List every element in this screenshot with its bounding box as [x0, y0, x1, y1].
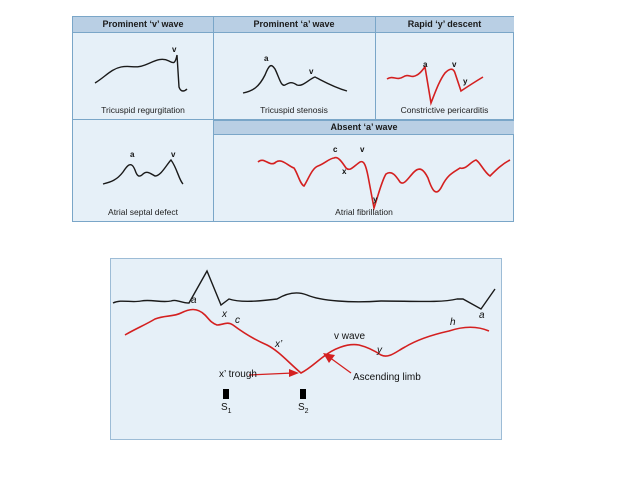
tricuspid-stenosis-waveform [242, 64, 348, 94]
header-prominent-v-wave: Prominent ‘v’ wave [73, 17, 213, 33]
caption-tricuspid-stenosis: Tricuspid stenosis [260, 105, 328, 115]
header-absent-a-wave: Absent ‘a’ wave [214, 120, 514, 135]
cp-v-label: v [452, 60, 457, 69]
header-rapid-y-descent: Rapid ‘y’ descent [375, 17, 514, 33]
jvp-abnormalities-figure: Prominent ‘v’ wave Prominent ‘a’ wave Ra… [72, 16, 514, 222]
atrial-septal-defect-waveform [102, 158, 184, 185]
label-v-wave: v wave [334, 331, 366, 342]
ts-v-label: v [309, 67, 314, 76]
caption-tricuspid-regurgitation: Tricuspid regurgitation [101, 105, 185, 115]
tricuspid-regurgitation-waveform [94, 54, 188, 92]
cp-a-label: a [423, 60, 428, 69]
label-x-prime-trough: x’ trough [219, 369, 257, 380]
label-y: y [377, 345, 382, 356]
label-a-end: a [479, 310, 485, 321]
ecg-trace [112, 269, 496, 377]
label-ascending-limb: Ascending limb [353, 372, 421, 383]
label-c: c [235, 315, 240, 326]
label-h: h [450, 317, 456, 328]
atrial-fibrillation-waveform [257, 156, 511, 212]
label-x: x [222, 309, 227, 320]
asd-v-label: v [171, 150, 176, 159]
af-v-label: v [360, 145, 365, 154]
af-c-label: c [333, 145, 338, 154]
label-x-prime: x’ [275, 339, 283, 350]
header-prominent-a-wave: Prominent ‘a’ wave [213, 17, 375, 33]
constrictive-pericarditis-waveform [386, 65, 484, 106]
jvp-waveform-diagram: a x c x’ v wave y h a x’ trough Ascendin… [110, 258, 502, 440]
tr-v-label: v [172, 45, 177, 54]
s2-marker [300, 389, 306, 399]
label-s1: S1 [221, 402, 232, 415]
caption-atrial-septal-defect: Atrial septal defect [108, 207, 178, 217]
caption-constrictive-pericarditis: Constrictive pericarditis [400, 105, 489, 115]
s1-marker [223, 389, 229, 399]
label-a-ecg: a [191, 295, 197, 306]
label-s2: S2 [298, 402, 309, 415]
caption-atrial-fibrillation: Atrial fibrillation [335, 207, 393, 217]
ts-a-label: a [264, 54, 269, 63]
asd-a-label: a [130, 150, 135, 159]
af-y-label: y [373, 195, 378, 204]
cp-y-label: y [463, 77, 468, 86]
af-x-label: x [342, 167, 347, 176]
